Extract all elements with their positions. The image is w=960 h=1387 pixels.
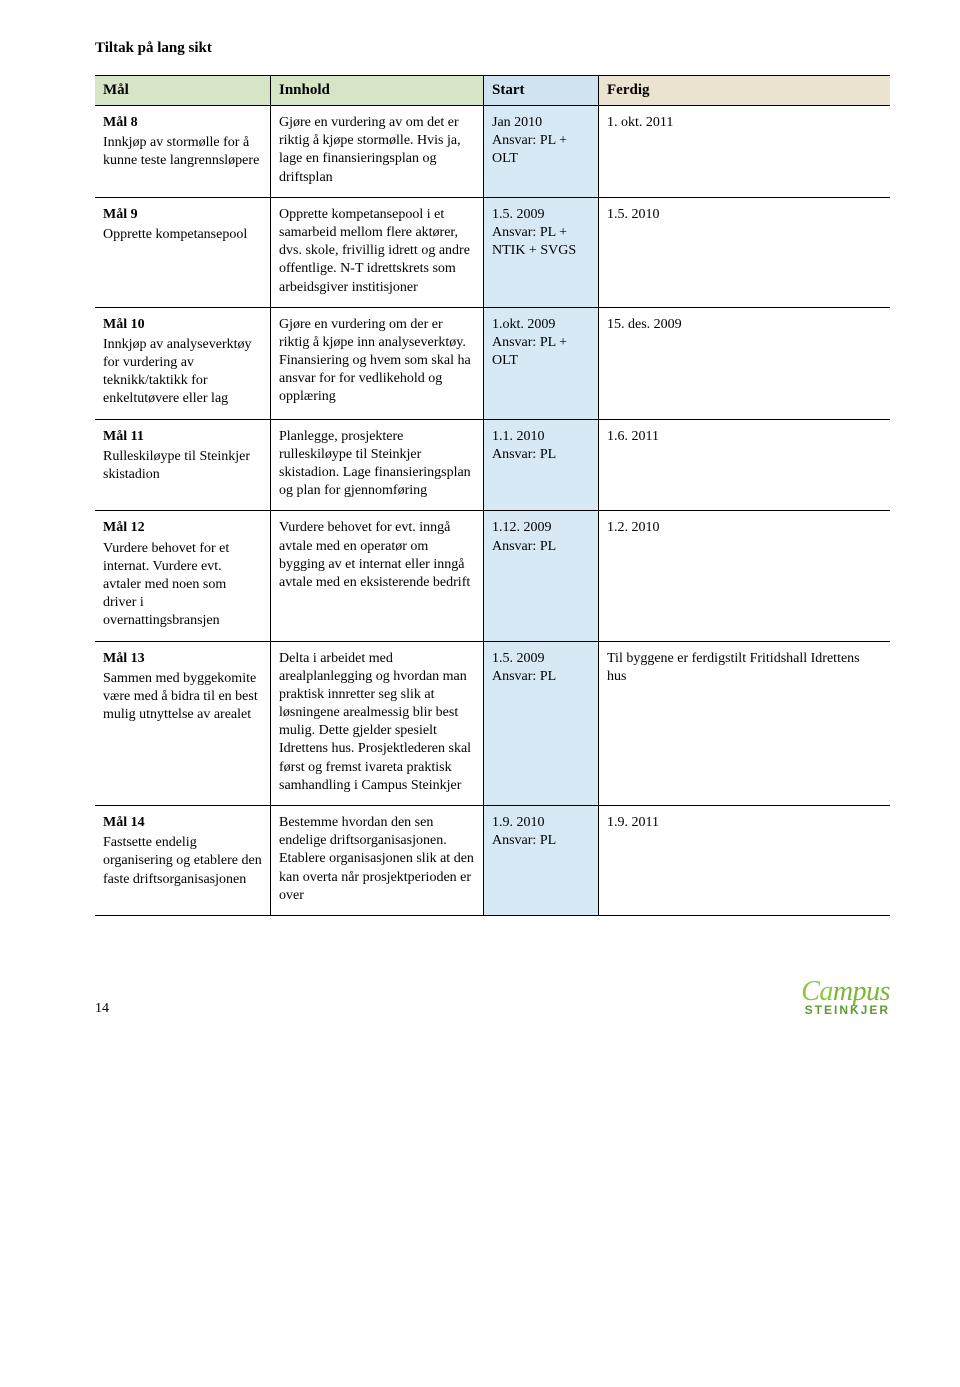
header-ferdig: Ferdig [598, 76, 890, 105]
cell-ferdig: 1. okt. 2011 [598, 106, 890, 197]
page-title: Tiltak på lang sikt [95, 40, 890, 57]
cell-ferdig: Til byggene er ferdigstilt Fritidshall I… [598, 642, 890, 806]
page-number: 14 [95, 1001, 109, 1017]
cell-innhold: Bestemme hvordan den sen endelige drifts… [270, 806, 483, 915]
goal-label: Mål 13 [103, 650, 262, 668]
goal-label: Mål 8 [103, 114, 262, 132]
goal-label: Mål 14 [103, 814, 262, 832]
cell-innhold: Gjøre en vurdering om der er riktig å kj… [270, 308, 483, 419]
table-row: Mål 10 Innkjøp av analyseverktøy for vurd… [95, 308, 890, 420]
goal-description: Innkjøp av analyseverktøy for vurdering … [103, 336, 262, 409]
table-row: Mål 12 Vurdere behovet for et internat. V… [95, 511, 890, 641]
header-start: Start [483, 76, 598, 105]
cell-innhold: Delta i arbeidet med arealplanlegging og… [270, 642, 483, 806]
goal-description: Vurdere behovet for et internat. Vurdere… [103, 540, 262, 631]
campus-logo: Campus STEINKJER [801, 976, 890, 1017]
cell-start: 1.5. 2009 Ansvar: PL + NTIK + SVGS [483, 198, 598, 307]
cell-mal: Mål 12 Vurdere behovet for et internat. V… [95, 511, 270, 640]
cell-mal: Mål 10 Innkjøp av analyseverktøy for vurd… [95, 308, 270, 419]
cell-ferdig: 1.5. 2010 [598, 198, 890, 307]
cell-mal: Mål 9 Opprette kompetansepool [95, 198, 270, 307]
goal-description: Fastsette endelig organisering og etable… [103, 834, 262, 889]
table-row: Mål 13 Sammen med byggekomite være med å … [95, 642, 890, 807]
goal-description: Rulleskiløype til Steinkjer skistadion [103, 448, 262, 484]
cell-mal: Mål 11 Rulleskiløype til Steinkjer skista… [95, 420, 270, 511]
goal-label: Mål 9 [103, 206, 262, 224]
header-mal: Mål [95, 76, 270, 105]
cell-innhold: Planlegge, prosjektere rulleskiløype til… [270, 420, 483, 511]
goal-description: Sammen med byggekomite være med å bidra … [103, 670, 262, 725]
cell-start: 1.12. 2009 Ansvar: PL [483, 511, 598, 640]
cell-ferdig: 1.9. 2011 [598, 806, 890, 915]
cell-start: 1.9. 2010 Ansvar: PL [483, 806, 598, 915]
cell-start: Jan 2010 Ansvar: PL + OLT [483, 106, 598, 197]
header-innhold: Innhold [270, 76, 483, 105]
cell-ferdig: 1.6. 2011 [598, 420, 890, 511]
cell-mal: Mål 8 Innkjøp av stormølle for å kunne te… [95, 106, 270, 197]
logo-steinkjer-text: STEINKJER [801, 1003, 890, 1017]
table-row: Mål 11 Rulleskiløype til Steinkjer skista… [95, 420, 890, 512]
goal-label: Mål 12 [103, 519, 262, 537]
cell-mal: Mål 14 Fastsette endelig organisering og … [95, 806, 270, 915]
page-footer: 14 Campus STEINKJER [95, 976, 890, 1017]
goal-description: Opprette kompetansepool [103, 226, 262, 244]
table-body: Mål 8 Innkjøp av stormølle for å kunne te… [95, 106, 890, 916]
cell-start: 1.5. 2009 Ansvar: PL [483, 642, 598, 806]
table-row: Mål 14 Fastsette endelig organisering og … [95, 806, 890, 916]
cell-ferdig: 1.2. 2010 [598, 511, 890, 640]
cell-ferdig: 15. des. 2009 [598, 308, 890, 419]
cell-start: 1.1. 2010 Ansvar: PL [483, 420, 598, 511]
cell-innhold: Vurdere behovet for evt. inngå avtale me… [270, 511, 483, 640]
cell-mal: Mål 13 Sammen med byggekomite være med å … [95, 642, 270, 806]
table-row: Mål 8 Innkjøp av stormølle for å kunne te… [95, 106, 890, 198]
cell-start: 1.okt. 2009 Ansvar: PL + OLT [483, 308, 598, 419]
goal-label: Mål 10 [103, 316, 262, 334]
goal-label: Mål 11 [103, 428, 262, 446]
table-row: Mål 9 Opprette kompetansepool Opprette kom… [95, 198, 890, 308]
cell-innhold: Gjøre en vurdering av om det er riktig å… [270, 106, 483, 197]
table-header-row: Mål Innhold Start Ferdig [95, 75, 890, 106]
cell-innhold: Opprette kompetansepool i et samarbeid m… [270, 198, 483, 307]
goal-description: Innkjøp av stormølle for å kunne teste l… [103, 134, 262, 170]
